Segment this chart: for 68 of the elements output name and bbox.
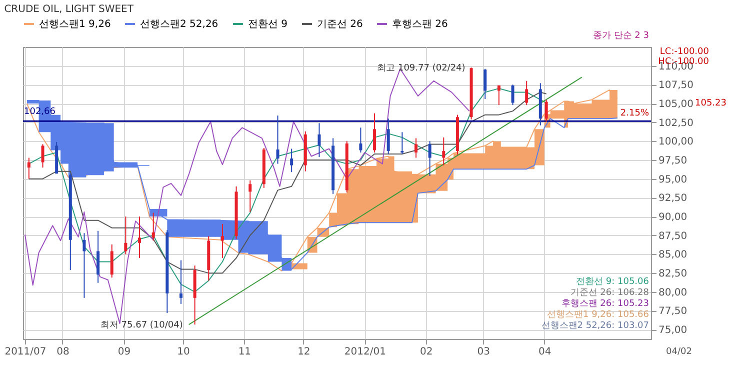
candlestick — [400, 132, 404, 155]
annotation: 최고 109.77 (02/24) — [377, 64, 466, 74]
y-tick-label: 90,00 — [658, 212, 688, 224]
candlestick — [442, 136, 446, 166]
candlestick — [428, 140, 432, 176]
chart-title: CRUDE OIL, LIGHT SWEET — [4, 4, 134, 15]
candlestick — [359, 127, 362, 153]
y-tick-label: 95,00 — [658, 174, 688, 186]
y-tick-label: 92,50 — [658, 193, 688, 204]
annotation: 선행스팬2 52,26: 103.07 — [541, 321, 649, 331]
candlestick — [525, 80, 528, 106]
x-tick-label: 09 — [118, 346, 131, 358]
y-tick-label: 97,50 — [658, 156, 688, 167]
annotation: 최저 75.67 (10/04) — [100, 320, 183, 331]
candlestick — [276, 115, 280, 164]
annotation: 기준선 26: 106.28 — [570, 288, 650, 298]
candlestick — [318, 122, 321, 158]
x-tick-label: 02 — [420, 346, 433, 358]
candlestick — [248, 180, 252, 213]
candlestick — [220, 224, 224, 258]
legend-label: 전환선 9 — [248, 19, 288, 30]
annotation: 2.15% — [620, 108, 650, 119]
candlestick — [96, 230, 100, 284]
candlestick — [82, 232, 86, 298]
y-tick-label: 100,00 — [658, 136, 694, 148]
y-tick-label: 87,50 — [658, 230, 688, 242]
legend-label: 선행스팬1 9,26 — [39, 19, 111, 30]
annotation: 선행스팬1 9,26: 105.66 — [546, 310, 650, 320]
candlestick — [124, 216, 128, 255]
y-tick-label: 77,50 — [658, 306, 688, 318]
x-tick-label: 03 — [477, 346, 490, 358]
candlestick — [386, 118, 390, 155]
x-tick-label: 08 — [56, 346, 70, 358]
annotation: 전환선 9: 105.06 — [576, 277, 650, 287]
text: 종가 단순 2 3 — [592, 31, 649, 41]
x-tick-label: 10 — [177, 346, 190, 358]
candlestick — [152, 212, 155, 242]
candlestick — [544, 99, 548, 122]
candlestick — [110, 244, 114, 278]
x-tick-label: 2011/07 — [4, 346, 46, 358]
y-tick-label: 105,00 — [658, 99, 694, 110]
x-tick-label: 04 — [538, 346, 552, 358]
candlestick — [41, 144, 44, 168]
text: LC:-100.00 — [660, 47, 710, 57]
candlestick — [27, 157, 30, 180]
text: 105.23 — [695, 98, 726, 108]
candlestick — [414, 138, 418, 158]
candlestick — [484, 68, 487, 100]
annotation: 후행스팬 26: 105.23 — [561, 299, 649, 309]
text: 04/02 — [666, 347, 692, 357]
legend-label: 후행스팬 26 — [392, 19, 448, 30]
y-tick-label: 107,50 — [658, 80, 694, 92]
candlestick — [179, 260, 182, 304]
y-tick-label: 80,00 — [658, 287, 688, 298]
y-tick-label: 102,50 — [658, 118, 694, 129]
candlestick — [511, 84, 514, 106]
x-tick-label: 11 — [238, 346, 252, 358]
y-tick-label: 75,00 — [658, 325, 688, 336]
x-tick-label: 12 — [298, 346, 310, 358]
x-tick-label: 2012/01 — [344, 346, 386, 358]
y-tick-label: 82,50 — [658, 268, 688, 280]
candlestick — [373, 112, 376, 153]
candlestick — [290, 148, 294, 173]
candlestick — [497, 84, 500, 106]
candlestick — [138, 216, 142, 258]
legend-label: 선행스팬2 52,26 — [140, 19, 218, 30]
legend-label: 기준선 26 — [317, 19, 363, 30]
y-tick-label: 85,00 — [658, 250, 688, 261]
